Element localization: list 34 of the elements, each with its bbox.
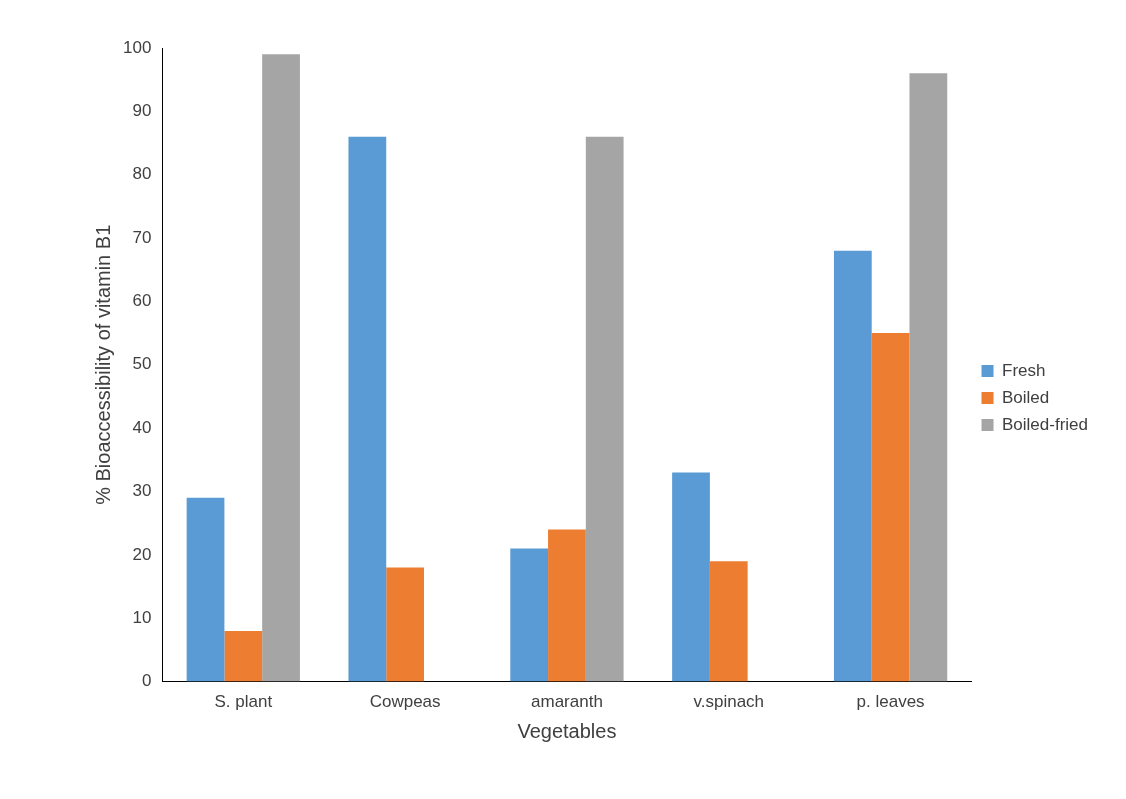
x-axis-title: Vegetables	[517, 719, 617, 742]
legend-label: Boiled-fried	[1002, 414, 1089, 434]
bar	[909, 73, 948, 682]
y-tick-label: 90	[132, 101, 152, 121]
bar	[186, 497, 225, 682]
bar	[348, 136, 387, 682]
x-tick-label: v.spinach	[693, 692, 765, 712]
y-tick-label: 0	[141, 671, 152, 691]
x-tick-label: p. leaves	[856, 692, 925, 712]
y-axis-title: % Bioaccessibility of vitamin B1	[91, 224, 114, 505]
y-tick-label: 100	[122, 37, 152, 57]
legend-label: Fresh	[1002, 360, 1046, 380]
y-tick-label: 40	[132, 417, 152, 437]
x-tick-label: Cowpeas	[369, 692, 441, 712]
bar	[548, 529, 586, 682]
y-tick-label: 10	[132, 607, 152, 627]
y-tick-label: 50	[132, 354, 152, 374]
x-tick-label: S. plant	[214, 692, 273, 712]
y-tick-label: 20	[132, 544, 152, 564]
bar	[833, 250, 872, 682]
x-tick-label: amaranth	[531, 692, 603, 712]
y-tick-label: 60	[132, 291, 152, 311]
y-tick-label: 80	[132, 164, 152, 184]
y-tick-label: 30	[132, 481, 152, 501]
bar	[672, 472, 710, 682]
bar	[709, 561, 748, 682]
bar	[224, 630, 263, 682]
y-tick-label: 70	[132, 227, 152, 247]
bar	[585, 136, 624, 682]
bar	[510, 548, 549, 682]
bar	[386, 567, 424, 682]
bar	[871, 333, 910, 682]
bar	[262, 54, 300, 682]
legend-label: Boiled	[1002, 387, 1050, 407]
